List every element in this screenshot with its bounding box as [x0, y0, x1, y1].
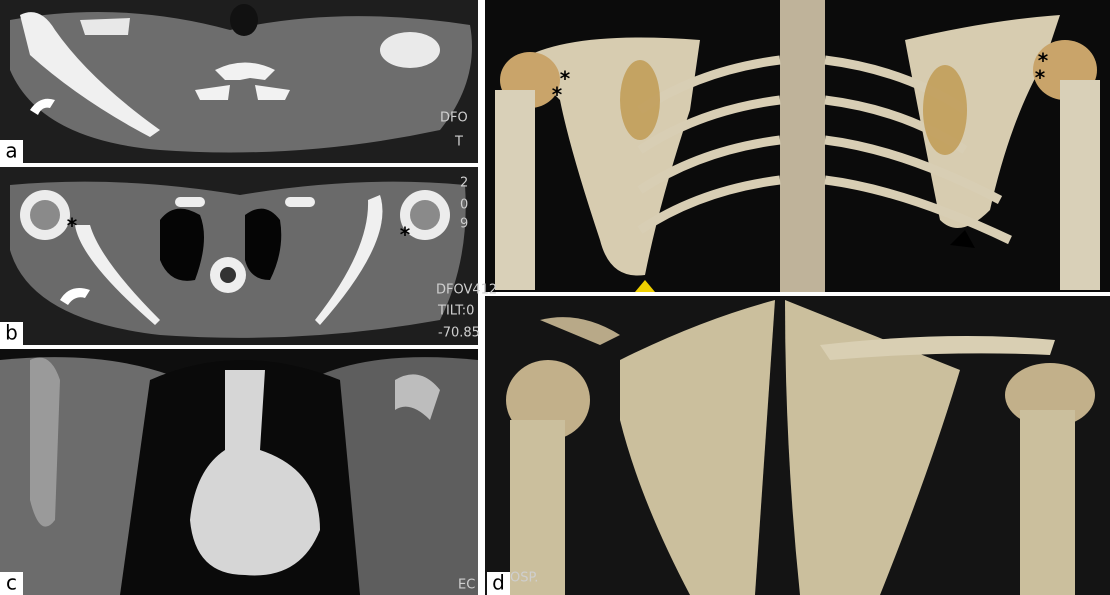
overlay-text: 9: [460, 217, 468, 232]
panel-a-image: [0, 0, 478, 163]
marker: *: [1038, 49, 1049, 73]
overlay-text: DFO: [440, 111, 468, 126]
overlay-text: 0: [460, 198, 468, 213]
overlay-text: 2: [460, 176, 468, 191]
overlay-text: EC: [458, 578, 475, 593]
panel-d-image: [485, 0, 1110, 595]
panel-label-box: [0, 322, 23, 345]
marker: *: [552, 83, 563, 107]
marker: *: [1035, 66, 1046, 90]
panel-label: c: [6, 571, 17, 595]
overlay-text: DFOV412: [436, 283, 497, 298]
overlay-text: OSP.: [510, 571, 538, 586]
panel-label-box: [487, 572, 510, 595]
panel-label-box: [0, 572, 23, 595]
marker: *: [560, 67, 571, 91]
panel-c-image: [0, 349, 478, 595]
panel-label: a: [5, 139, 17, 163]
panel-label-box: [0, 140, 23, 163]
overlay-text: -70.85: [438, 326, 480, 341]
marker: *: [67, 214, 78, 238]
panel-label: b: [5, 321, 18, 345]
overlay-text: TILT:0: [437, 304, 474, 319]
overlay-text: T: [454, 135, 463, 150]
panel-label: d: [492, 571, 505, 595]
marker: *: [400, 223, 411, 247]
panel-b-image: [0, 167, 478, 345]
